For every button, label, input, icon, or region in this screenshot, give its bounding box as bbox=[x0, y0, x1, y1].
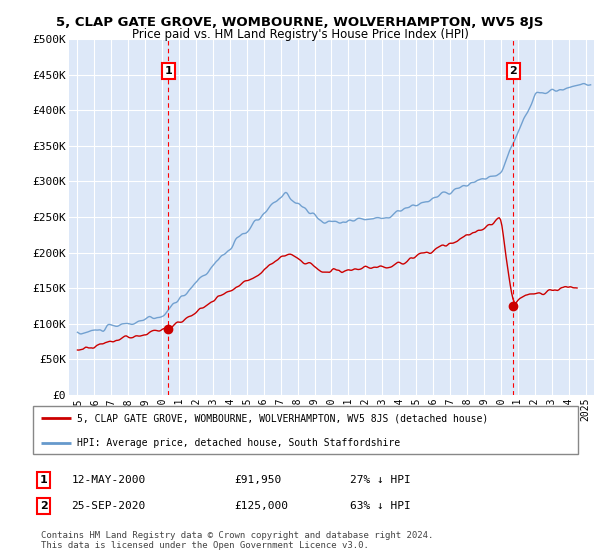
Text: £125,000: £125,000 bbox=[234, 501, 288, 511]
Text: 2: 2 bbox=[509, 66, 517, 76]
Text: 25-SEP-2020: 25-SEP-2020 bbox=[71, 501, 146, 511]
Text: 2: 2 bbox=[40, 501, 47, 511]
FancyBboxPatch shape bbox=[33, 406, 578, 454]
Text: 27% ↓ HPI: 27% ↓ HPI bbox=[350, 475, 411, 485]
Text: 5, CLAP GATE GROVE, WOMBOURNE, WOLVERHAMPTON, WV5 8JS: 5, CLAP GATE GROVE, WOMBOURNE, WOLVERHAM… bbox=[56, 16, 544, 29]
Text: 12-MAY-2000: 12-MAY-2000 bbox=[71, 475, 146, 485]
Text: 1: 1 bbox=[164, 66, 172, 76]
Text: 1: 1 bbox=[40, 475, 47, 485]
Text: £91,950: £91,950 bbox=[234, 475, 281, 485]
Text: Contains HM Land Registry data © Crown copyright and database right 2024.
This d: Contains HM Land Registry data © Crown c… bbox=[41, 531, 433, 550]
Text: Price paid vs. HM Land Registry's House Price Index (HPI): Price paid vs. HM Land Registry's House … bbox=[131, 28, 469, 41]
Text: HPI: Average price, detached house, South Staffordshire: HPI: Average price, detached house, Sout… bbox=[77, 438, 400, 448]
Text: 5, CLAP GATE GROVE, WOMBOURNE, WOLVERHAMPTON, WV5 8JS (detached house): 5, CLAP GATE GROVE, WOMBOURNE, WOLVERHAM… bbox=[77, 413, 488, 423]
Text: 63% ↓ HPI: 63% ↓ HPI bbox=[350, 501, 411, 511]
